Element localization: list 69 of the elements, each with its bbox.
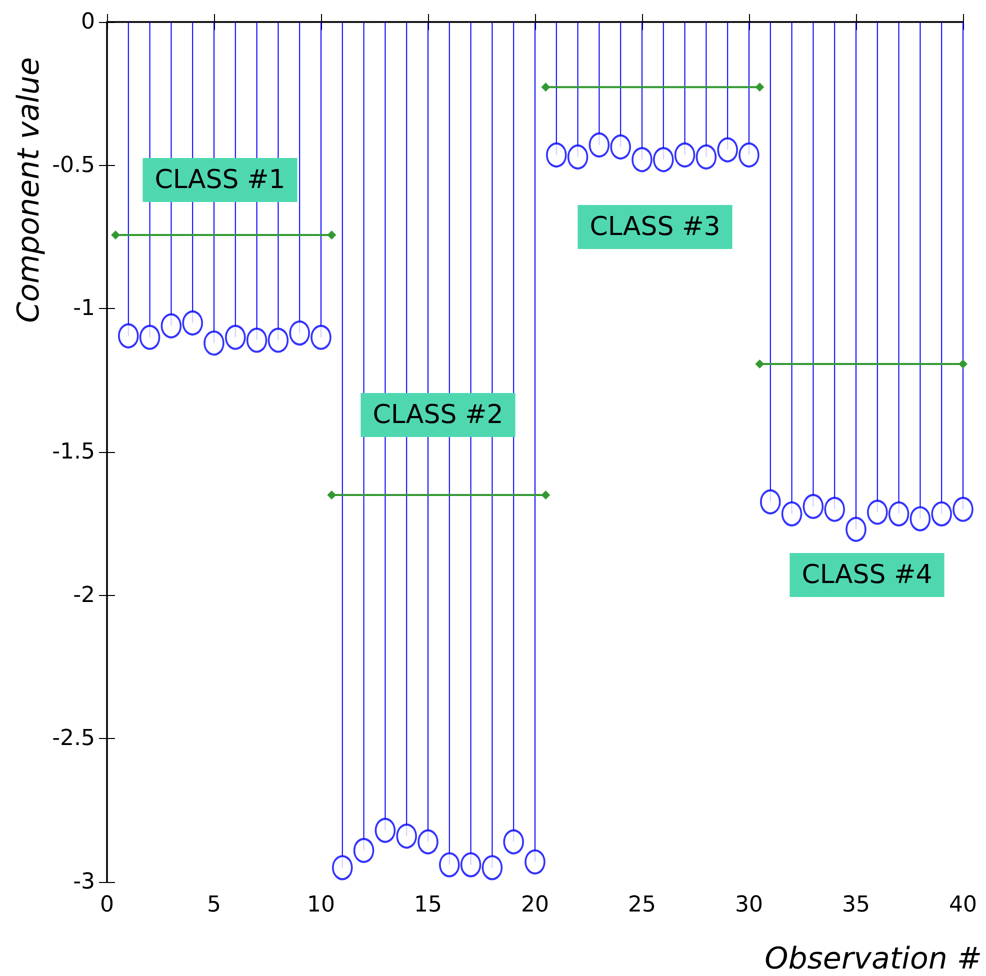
point bbox=[139, 324, 160, 350]
y-tick-label: -2 bbox=[73, 582, 95, 608]
point bbox=[802, 494, 824, 519]
point bbox=[588, 132, 610, 158]
point bbox=[674, 142, 696, 168]
point bbox=[224, 324, 246, 350]
y-tick-label: 0 bbox=[81, 10, 95, 34]
point bbox=[353, 838, 374, 863]
point bbox=[888, 501, 910, 526]
point bbox=[541, 490, 550, 500]
point bbox=[332, 855, 353, 880]
point bbox=[610, 134, 632, 160]
point bbox=[952, 496, 974, 522]
y-tick-label: -0.5 bbox=[52, 152, 95, 178]
point bbox=[717, 137, 738, 162]
point bbox=[374, 818, 396, 843]
y-tick-label: -1.5 bbox=[52, 440, 95, 464]
point bbox=[541, 82, 550, 92]
point bbox=[503, 829, 524, 854]
annotation: CLASS #4 bbox=[802, 560, 932, 590]
point bbox=[866, 500, 888, 525]
x-tick-label: 35 bbox=[842, 892, 870, 918]
point bbox=[652, 147, 674, 172]
point bbox=[268, 328, 289, 353]
point bbox=[524, 849, 546, 874]
point bbox=[327, 490, 336, 500]
x-tick-label: 15 bbox=[414, 892, 442, 918]
x-tick-label: 5 bbox=[207, 892, 221, 918]
point bbox=[931, 501, 952, 526]
point bbox=[246, 328, 268, 353]
point bbox=[418, 829, 438, 854]
y-tick-label: -1 bbox=[73, 296, 95, 322]
x-tick-label: 10 bbox=[307, 892, 335, 918]
y-tick-label: -3 bbox=[73, 870, 95, 894]
point bbox=[310, 324, 332, 350]
point bbox=[182, 310, 204, 336]
point bbox=[567, 144, 588, 170]
annotation: CLASS #3 bbox=[590, 212, 720, 242]
point bbox=[781, 501, 802, 526]
annotation: CLASS #2 bbox=[372, 400, 504, 430]
point bbox=[824, 496, 846, 522]
point bbox=[546, 142, 567, 168]
point bbox=[958, 359, 968, 368]
point bbox=[846, 516, 866, 542]
point bbox=[632, 147, 652, 172]
point bbox=[204, 330, 224, 356]
x-tick-label: 40 bbox=[949, 892, 977, 918]
x-tick-label: 0 bbox=[100, 892, 114, 918]
point bbox=[755, 82, 764, 92]
point bbox=[118, 323, 139, 348]
point bbox=[438, 852, 460, 878]
point bbox=[696, 144, 717, 170]
x-axis-title: Observation # bbox=[764, 942, 982, 976]
point bbox=[327, 230, 336, 240]
y-tick-label: -2.5 bbox=[52, 726, 95, 752]
point bbox=[755, 359, 764, 368]
point bbox=[760, 489, 781, 514]
x-tick-label: 25 bbox=[628, 892, 656, 918]
point bbox=[160, 313, 182, 338]
point bbox=[482, 855, 503, 880]
point bbox=[460, 852, 482, 878]
x-tick-label: 20 bbox=[521, 892, 549, 918]
x-tick-label: 30 bbox=[735, 892, 763, 918]
point bbox=[396, 824, 418, 849]
y-axis-title: Component value bbox=[12, 57, 46, 323]
annotation: CLASS #1 bbox=[154, 165, 286, 195]
point bbox=[738, 142, 760, 168]
point bbox=[289, 320, 310, 346]
point bbox=[910, 506, 931, 532]
